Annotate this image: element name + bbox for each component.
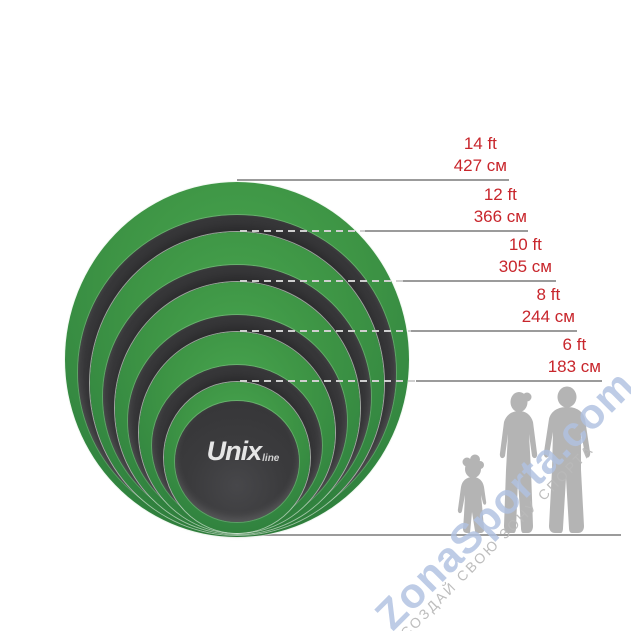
size-label-feet: 8 ft [536, 285, 561, 304]
size-label-feet: 14 ft [463, 134, 497, 153]
size-line-14ft [237, 179, 509, 181]
trampoline-mat-6ft: Unix line [175, 401, 299, 522]
size-label-feet: 12 ft [483, 185, 517, 204]
ground-line [237, 534, 621, 536]
size-dash-12ft [240, 230, 365, 232]
size-line-12ft [365, 230, 528, 232]
size-line-6ft [416, 380, 602, 382]
size-label-cm: 244 см [521, 307, 575, 326]
size-dash-10ft [240, 280, 403, 282]
size-label-14ft: 14 ft 427 см [454, 133, 507, 179]
size-label-8ft: 8 ft 244 см [522, 284, 575, 330]
size-label-6ft: 6 ft 183 см [548, 334, 601, 380]
size-dash-6ft [240, 380, 416, 382]
size-line-10ft [403, 280, 556, 282]
man-silhouette [543, 386, 591, 533]
size-dash-8ft [240, 330, 411, 332]
size-label-cm: 366 см [473, 207, 527, 226]
logo-suffix-text: line [262, 453, 280, 464]
child-silhouette [457, 454, 487, 533]
size-label-feet: 6 ft [562, 335, 587, 354]
scale-figures [457, 386, 591, 533]
logo-brand-text: Unix [206, 436, 263, 466]
unix-line-logo: Unix line [207, 436, 280, 467]
size-label-cm: 183 см [547, 357, 601, 376]
size-label-cm: 305 см [498, 257, 552, 276]
size-line-8ft [411, 330, 577, 332]
woman-silhouette [499, 392, 538, 533]
size-label-12ft: 12 ft 366 см [474, 184, 527, 230]
size-label-feet: 10 ft [508, 235, 542, 254]
size-label-10ft: 10 ft 305 см [499, 234, 552, 280]
size-label-cm: 427 см [453, 156, 507, 175]
